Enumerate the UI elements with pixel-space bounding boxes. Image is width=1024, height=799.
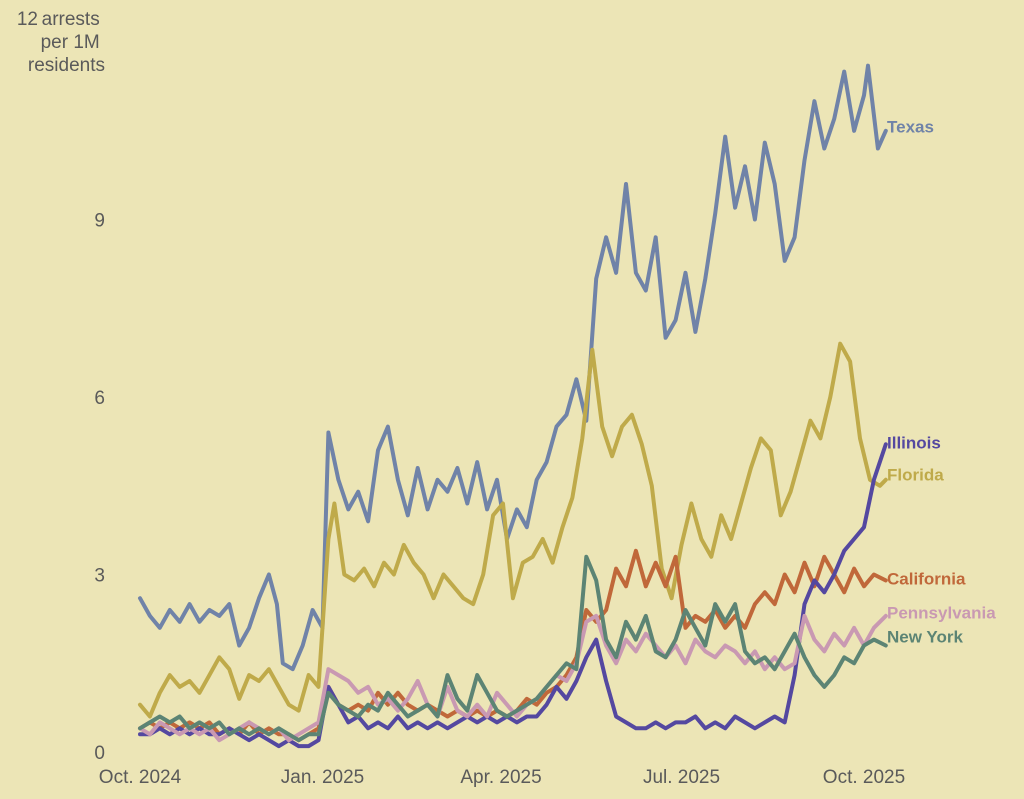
y-tick-label: 9 [94,211,105,232]
series-label-illinois: Illinois [887,433,941,452]
y-tick-label: 12 [17,9,38,30]
y-unit-line-2: per 1M [41,32,100,53]
series-label-new-york: New York [887,627,963,646]
series-label-texas: Texas [887,117,934,136]
series-labels: Texas Florida California Illinois Pennsylvan… [887,117,996,646]
series-label-florida: Florida [887,465,944,484]
x-tick-label: Oct. 2025 [823,767,905,788]
series-label-california: California [887,569,966,588]
y-unit-line-1: arrests [42,9,100,30]
series-line-florida [138,341,888,719]
y-tick-label: 0 [94,743,105,764]
x-tick-label: Apr. 2025 [460,767,541,788]
x-tick-label: Jul. 2025 [643,767,720,788]
series-label-pennsylvania: Pennsylvania [887,603,996,622]
x-tick-label: Oct. 2024 [99,767,182,788]
y-unit-label: arrests per 1M residents [28,9,105,76]
y-unit-line-3: residents [28,55,105,76]
series-lines [138,63,888,749]
series-line-illinois [138,442,888,749]
x-tick-label: Jan. 2025 [281,767,364,788]
y-axis: 0 3 6 9 12 [17,9,105,764]
series-line-new-york [138,554,888,743]
series-line-texas [138,63,888,672]
y-tick-label: 6 [94,388,105,409]
y-tick-label: 3 [94,566,105,587]
x-axis: Oct. 2024 Jan. 2025 Apr. 2025 Jul. 2025 Oct.… [99,767,905,788]
